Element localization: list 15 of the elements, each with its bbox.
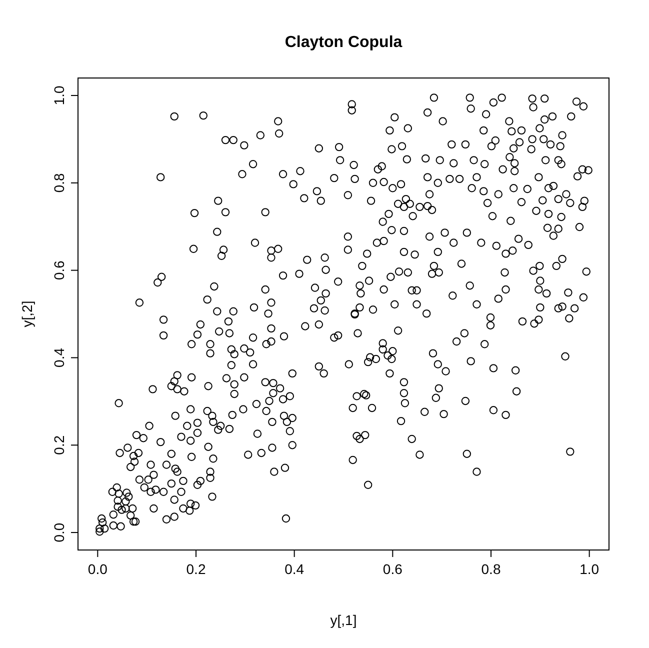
y-tick-label: 0.0	[51, 522, 67, 542]
y-axis-title: y[,2]	[19, 300, 35, 328]
x-tick-label: 0.0	[88, 561, 108, 577]
y-tick-label: 0.8	[51, 172, 67, 193]
y-tick-label: 1.0	[51, 86, 67, 106]
x-tick-label: 0.8	[481, 561, 501, 577]
x-tick-label: 0.2	[186, 561, 206, 577]
x-axis-title: y[,1]	[330, 612, 357, 628]
x-tick-label: 1.0	[580, 561, 600, 577]
y-tick-label: 0.4	[51, 348, 67, 368]
y-tick-label: 0.2	[51, 435, 67, 455]
chart-title: Clayton Copula	[284, 34, 402, 51]
x-tick-label: 0.4	[284, 561, 304, 577]
x-tick-label: 0.6	[382, 561, 403, 577]
y-tick-label: 0.6	[51, 260, 67, 280]
